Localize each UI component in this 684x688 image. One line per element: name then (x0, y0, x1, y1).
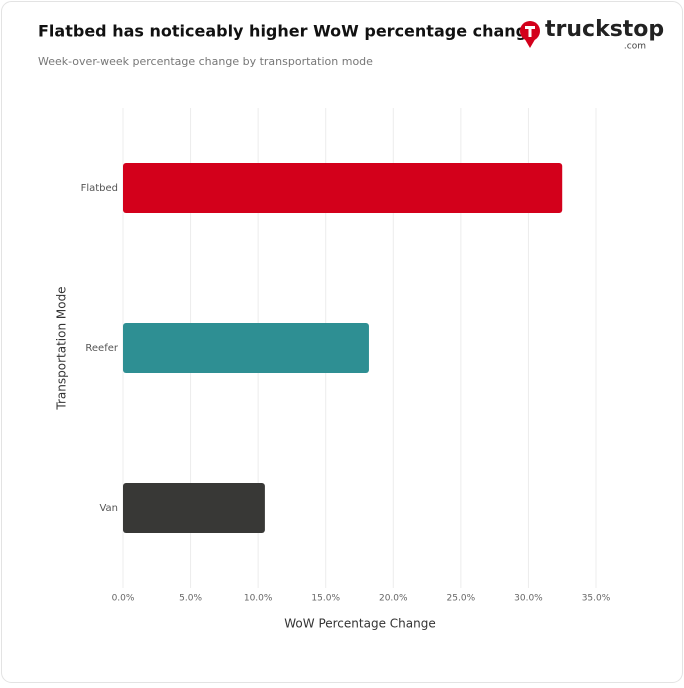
y-tick-label: Reefer (85, 343, 118, 354)
x-tick-label: 20.0% (379, 594, 408, 604)
bar (123, 323, 369, 373)
chart-subtitle: Week-over-week percentage change by tran… (38, 55, 373, 68)
logo-text: truckstop (545, 17, 664, 42)
bar (123, 163, 563, 213)
x-tick-label: 15.0% (311, 594, 340, 604)
y-axis-label: Transportation Mode (55, 286, 69, 410)
bar (123, 483, 265, 533)
logo: truckstop .com (520, 17, 664, 52)
logo-icon-tip (523, 36, 537, 48)
y-tick-label: Flatbed (81, 183, 118, 194)
x-tick-label: 25.0% (447, 594, 476, 604)
logo-suffix: .com (624, 42, 646, 52)
x-tick-label: 10.0% (244, 594, 273, 604)
x-tick-label: 35.0% (582, 594, 611, 604)
x-tick-label: 30.0% (514, 594, 543, 604)
y-tick-label: Van (99, 503, 118, 514)
x-tick-label: 0.0% (112, 594, 135, 604)
x-tick-label: 5.0% (179, 594, 202, 604)
chart-title: Flatbed has noticeably higher WoW percen… (38, 22, 538, 41)
logo-icon-mark (528, 26, 532, 37)
x-axis-label: WoW Percentage Change (284, 617, 435, 631)
